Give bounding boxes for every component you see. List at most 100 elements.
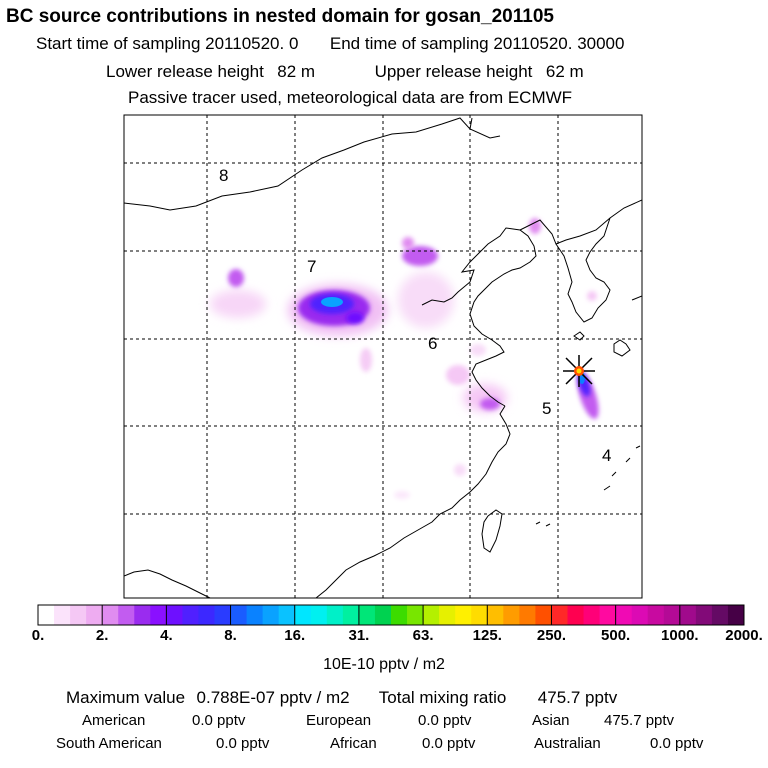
asian-value: 475.7 pptv (604, 712, 675, 729)
colorbar-swatch (38, 605, 55, 625)
colorbar-swatch (246, 605, 264, 625)
colorbar-frame (37, 604, 745, 626)
colorbar-swatch (54, 605, 71, 625)
region-label: 4 (602, 446, 611, 465)
colorbar-tick-label: 250. (536, 627, 567, 644)
colorbar-dividers (101, 605, 681, 625)
jeju-island (573, 331, 585, 341)
start-time-value: 20110520. 0 (205, 34, 299, 53)
bohai-coast (421, 227, 537, 407)
colorbar-tick-label: 2000. (725, 627, 763, 644)
colorbar-swatch (567, 605, 585, 625)
colorbar-swatch (166, 605, 183, 625)
colorbar-tick-label: 63. (412, 627, 434, 644)
colorbar-swatch (455, 605, 472, 625)
colorbar-tick-label: 0. (31, 627, 45, 644)
colorbar-swatch (727, 605, 745, 625)
australian-label: Australian (534, 735, 601, 752)
receptor-star-icon (563, 355, 595, 387)
colorbar-swatch (423, 605, 440, 625)
total-mixing-label: Total mixing ratio (378, 688, 507, 707)
region-label: 5 (542, 399, 551, 418)
colorbar-tick-label: 8. (224, 627, 237, 644)
colorbar-tick-label: 2. (95, 627, 109, 644)
colorbar-swatch (278, 605, 296, 625)
start-time-label: Start time of sampling (36, 34, 201, 53)
plume-central-north-china (288, 284, 388, 372)
colorbar-swatch (134, 605, 151, 625)
lower-height-value: 82 m (277, 62, 316, 81)
japan-honshu-tip (631, 295, 642, 301)
colorbar-swatch (535, 605, 552, 625)
colorbar-tick-label: 500. (601, 627, 631, 644)
plume-layer (210, 218, 599, 499)
colorbar-swatch (102, 605, 119, 625)
australian-value: 0.0 pptv (650, 735, 704, 752)
tracer-note: Passive tracer used, meteorological data… (128, 88, 573, 107)
colorbar-swatch (647, 605, 665, 625)
colorbar-tick-label: 16. (284, 627, 306, 644)
korea-peninsula (555, 217, 611, 323)
colorbar-swatch (310, 605, 328, 625)
colorbar-swatch (663, 605, 681, 625)
end-time-value: 20110520. 30000 (493, 34, 625, 53)
map-frame (123, 114, 643, 599)
colorbar-swatch (118, 605, 135, 625)
region-label: 8 (219, 166, 228, 185)
colorbar-swatch (342, 605, 360, 625)
upper-height-label: Upper release height (374, 62, 533, 81)
american-value: 0.0 pptv (192, 712, 246, 729)
colorbar-swatch (439, 605, 456, 625)
colorbar-swatch (230, 605, 248, 625)
max-value: 0.788E-07 pptv / m2 (196, 688, 350, 707)
colorbar-tick-labels: 0. 2. 4. 8. 16. 31. 63. 125. 250. 500. 1000. 2000. (0, 627, 768, 649)
chart-title: BC source contributions in nested domain… (6, 6, 554, 27)
colorbar (37, 604, 745, 626)
south-american-label: South American (56, 735, 162, 752)
colorbar-swatch (198, 605, 215, 625)
colorbar-swatch (407, 605, 424, 625)
plume-northeast-china (529, 218, 597, 301)
colorbar-swatch (358, 605, 376, 625)
ryukyu-islands (535, 445, 641, 527)
taiwan-island (481, 509, 503, 553)
asian-label: Asian (532, 712, 570, 729)
japan-kyushu (613, 339, 631, 357)
upper-height-value: 62 m (545, 62, 584, 81)
european-label: European (306, 712, 372, 729)
colorbar-swatch (615, 605, 633, 625)
colorbar-swatch (150, 605, 167, 625)
colorbar-swatch (70, 605, 87, 625)
mongolia-border (124, 117, 501, 211)
south-american-value: 0.0 pptv (216, 735, 270, 752)
plume-shandong (446, 344, 486, 385)
colorbar-swatch (294, 605, 312, 625)
colorbar-swatch (711, 605, 729, 625)
african-label: African (330, 735, 377, 752)
colorbar-swatch (583, 605, 601, 625)
korea-border (519, 199, 642, 245)
end-time-label: End time of sampling (329, 34, 489, 53)
colorbar-swatch (503, 605, 520, 625)
colorbar-tick-label: 4. (160, 627, 173, 644)
total-mixing-value: 475.7 pptv (537, 688, 618, 707)
grid-lines (124, 115, 642, 598)
colorbar-swatch (262, 605, 280, 625)
coastline-layer (124, 117, 642, 598)
release-height-row: Lower release height 82 m Upper release … (106, 62, 584, 82)
region-label: 7 (307, 257, 316, 276)
colorbar-swatch (487, 605, 504, 625)
colorbar-swatch (599, 605, 617, 625)
lower-height-label: Lower release height (106, 62, 264, 81)
plume-yangtze-delta (394, 384, 507, 499)
colorbar-swatch (214, 605, 232, 625)
plume-beijing-area (398, 237, 454, 328)
max-value-label: Maximum value (66, 688, 186, 707)
plume-inner-mongolia-west (210, 269, 266, 318)
african-value: 0.0 pptv (422, 735, 476, 752)
colorbar-swatch (182, 605, 199, 625)
colorbar-unit: 10E-10 pptv / m2 (323, 656, 445, 673)
colorbar-swatch (374, 605, 392, 625)
colorbar-swatch (631, 605, 649, 625)
region-label: 6 (428, 334, 437, 353)
